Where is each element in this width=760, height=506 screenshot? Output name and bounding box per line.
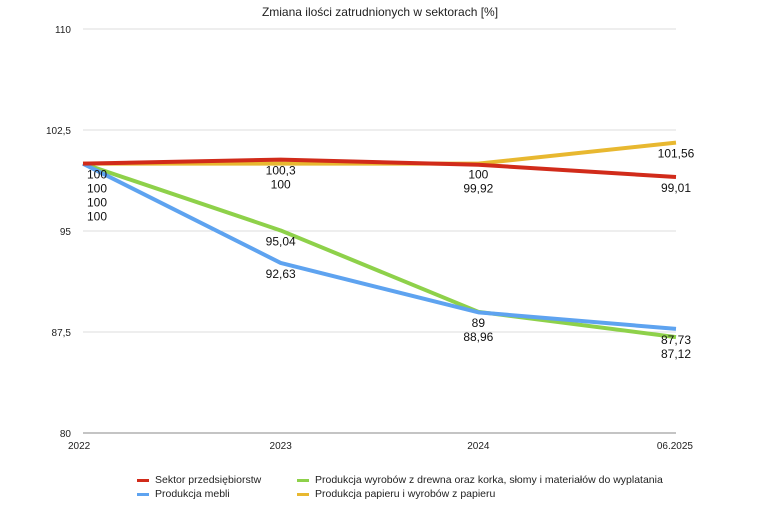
legend-label: Produkcja papieru i wyrobów z papieru: [315, 488, 496, 500]
y-tick-label: 102,5: [46, 126, 71, 137]
x-tick-label: 2022: [68, 441, 91, 452]
data-label: 99,01: [661, 181, 691, 195]
x-tick-label: 2023: [270, 441, 293, 452]
data-label: 101,56: [658, 147, 695, 161]
data-label: 100: [87, 168, 107, 182]
y-tick-label: 87,5: [52, 328, 72, 339]
legend-swatch: [297, 478, 309, 482]
data-label: 95,04: [266, 234, 296, 248]
legend-swatch: [297, 492, 309, 496]
legend-item: Produkcja papieru i wyrobów z papieru: [297, 488, 697, 500]
chart-title: Zmiana ilości zatrudnionych w sektorach …: [262, 5, 498, 19]
series-line: [82, 157, 677, 179]
legend-item: Sektor przedsiębiorstw: [137, 474, 297, 486]
series-line: [82, 161, 677, 340]
y-tick-label: 80: [60, 429, 72, 440]
data-label: 89: [472, 316, 486, 330]
data-label: 100,3: [266, 164, 296, 178]
x-tick-label: 2024: [467, 441, 490, 452]
x-tick-label: 06.2025: [657, 441, 694, 452]
data-label: 87,12: [661, 347, 691, 361]
data-label: 100: [87, 182, 107, 196]
data-label: 92,63: [266, 267, 296, 281]
data-label: 87,73: [661, 333, 691, 347]
data-label: 100: [271, 178, 291, 192]
legend-swatch: [137, 478, 149, 482]
legend-item: Produkcja mebli: [137, 488, 297, 500]
data-label: 100: [468, 168, 488, 182]
data-label: 99,92: [463, 182, 493, 196]
data-label: 88,96: [463, 330, 493, 344]
legend-label: Produkcja mebli: [155, 488, 230, 500]
legend-label: Sektor przedsiębiorstw: [155, 474, 262, 486]
legend-item: Produkcja wyrobów z drewna oraz korka, s…: [297, 474, 697, 486]
legend-label: Produkcja wyrobów z drewna oraz korka, s…: [315, 474, 663, 486]
data-label: 100: [87, 210, 107, 224]
line-chart: Zmiana ilości zatrudnionych w sektorach …: [46, 5, 695, 452]
series-line: [82, 161, 677, 331]
y-tick-label: 95: [60, 227, 72, 238]
data-label: 100: [87, 196, 107, 210]
legend-swatch: [137, 492, 149, 496]
legend: Sektor przedsiębiorstw Produkcja wyrobów …: [137, 474, 697, 500]
y-tick-label: 110: [55, 25, 71, 36]
